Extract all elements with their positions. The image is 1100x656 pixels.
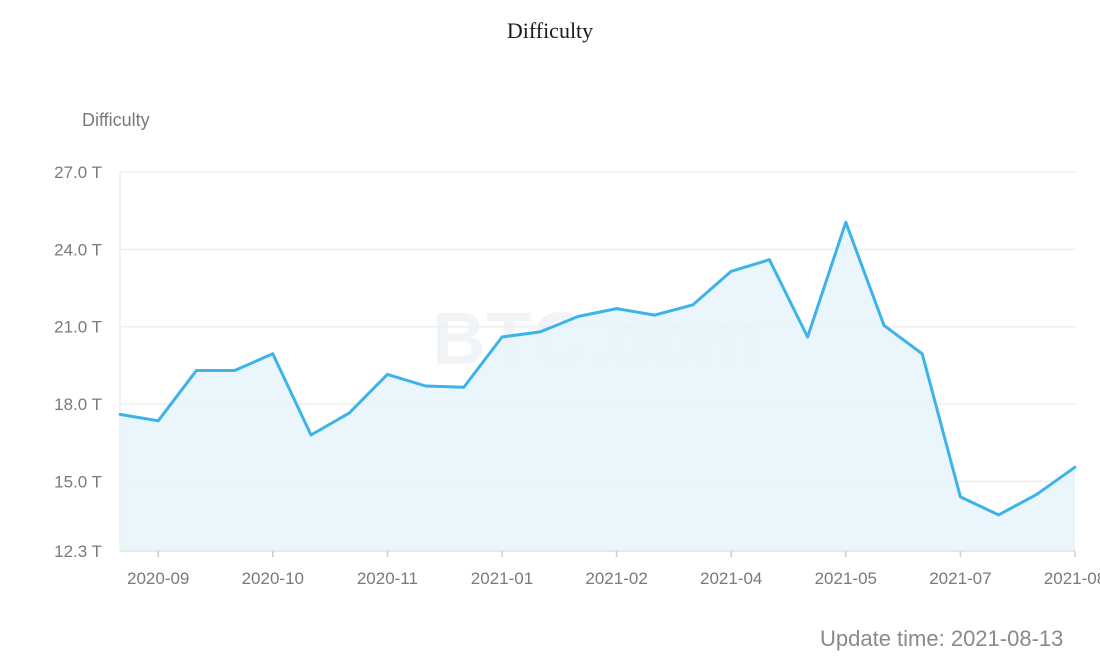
data-point [729,269,733,273]
series-area [120,222,1075,552]
data-point [768,258,771,262]
data-point [309,433,313,437]
update-time: Update time: 2021-08-13 [820,626,1064,651]
x-tick-label: 2020-10 [242,569,304,588]
data-point [1035,492,1039,496]
data-point [882,324,886,327]
data-point [997,513,1000,517]
plot-area [118,220,1077,552]
data-point [653,313,657,317]
data-point [959,495,962,499]
x-tick-label: 2020-09 [127,569,189,588]
x-tick-label: 2021-04 [700,569,762,588]
y-tick-label: 24.0 T [54,240,102,259]
data-point [156,419,160,423]
data-point [500,335,504,339]
x-tick-label: 2021-07 [929,569,991,588]
data-point [195,369,198,372]
data-point [844,220,848,224]
page-title: Difficulty [506,18,594,43]
x-tick-label: 2021-05 [815,569,877,588]
x-tick-label: 2021-08 [1044,569,1100,588]
data-point [806,335,809,339]
x-axis: 2020-09 2020-10 2020-11 2021-01 2021-02 2021-… [120,550,1100,588]
y-axis-title: Difficulty [82,110,150,130]
y-tick-label: 27.0 T [54,163,102,182]
y-tick-label: 21.0 T [54,318,102,337]
data-point [920,352,924,356]
data-point [615,307,618,311]
y-tick-label: 18.0 T [54,395,102,414]
x-tick-label: 2021-01 [471,569,533,588]
data-point [271,352,275,356]
data-point [118,412,122,416]
data-point [462,385,466,389]
data-point [577,314,580,318]
data-point [1073,465,1077,469]
data-point [424,384,427,388]
x-tick-label: 2020-11 [357,569,418,588]
data-point [386,372,389,376]
series-line [119,220,1076,517]
y-tick-label: 12.3 T [54,542,102,561]
y-axis: 27.0 T 24.0 T 21.0 T 18.0 T 15.0 T 12.3 T [54,163,102,561]
data-point [538,330,542,334]
data-point [233,369,237,372]
x-tick-label: 2021-02 [585,569,647,588]
data-point [347,411,351,415]
y-tick-label: 15.0 T [54,472,102,491]
data-point [691,303,695,307]
